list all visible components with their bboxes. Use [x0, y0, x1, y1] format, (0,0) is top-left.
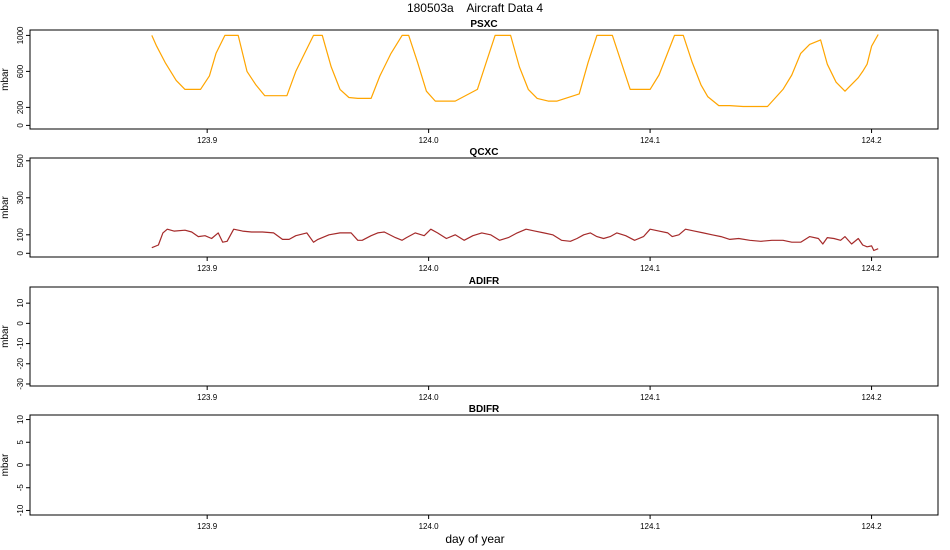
psxc-xtick-label: 124.2 [862, 136, 883, 145]
bdifr-ytick-label: 10 [16, 415, 25, 424]
bdifr-ytick-label: 0 [16, 462, 25, 467]
bdifr-ylabel: mbar [0, 453, 11, 476]
bdifr-xtick-label: 124.0 [419, 522, 440, 531]
adifr-ytick-label: -10 [16, 337, 25, 349]
psxc-ylabel: mbar [0, 67, 11, 90]
psxc-ytick-label: 600 [16, 64, 25, 78]
psxc-xtick-label: 123.9 [197, 136, 218, 145]
qcxc-xtick-label: 124.0 [419, 264, 440, 273]
bdifr-ytick-label: -10 [16, 504, 25, 516]
adifr-xtick-label: 124.2 [862, 393, 883, 402]
panel-psxc: PSXC mbar 123.9 124.0 124.1 124.2 0 200 600 1000 [0, 19, 939, 145]
qcxc-ylabel: mbar [0, 195, 11, 218]
qcxc-series-line [151, 228, 879, 252]
adifr-xtick-label: 124.0 [419, 393, 440, 402]
adifr-ylabel: mbar [0, 324, 11, 347]
adifr-xtick-label: 123.9 [197, 393, 218, 402]
panel-adifr: ADIFR mbar 123.9 124.0 124.1 124.2 -30 -20 -10 0 1… [0, 276, 939, 402]
bdifr-ytick-label: -5 [16, 484, 25, 492]
bdifr-xtick-label: 124.1 [640, 522, 661, 531]
qcxc-ytick-label: 300 [16, 191, 25, 205]
panel-qcxc: QCXC mbar 123.9 124.0 124.1 124.2 0 100 300 500 [0, 147, 939, 273]
qcxc-xtick-label: 124.2 [862, 264, 883, 273]
bdifr-frame [29, 414, 939, 516]
adifr-title: ADIFR [469, 276, 500, 287]
psxc-ytick-label: 0 [16, 123, 25, 128]
qcxc-xtick-label: 124.1 [640, 264, 661, 273]
adifr-ytick-label: 0 [16, 321, 25, 326]
figure-xlabel: day of year [445, 532, 504, 546]
adifr-ytick-label: -20 [16, 357, 25, 369]
qcxc-ytick-label: 100 [16, 228, 25, 242]
bdifr-xtick-label: 123.9 [197, 522, 218, 531]
psxc-xtick-label: 124.0 [419, 136, 440, 145]
psxc-ytick-label: 200 [16, 100, 25, 114]
bdifr-title: BDIFR [469, 404, 500, 415]
adifr-frame [29, 286, 939, 387]
adifr-ytick-label: -30 [16, 378, 25, 390]
psxc-ytick-label: 1000 [16, 26, 25, 44]
psxc-series-line [151, 34, 879, 108]
qcxc-frame [29, 157, 939, 258]
qcxc-title: QCXC [470, 147, 499, 158]
psxc-title: PSXC [470, 19, 497, 30]
adifr-ytick-label: 10 [16, 298, 25, 307]
qcxc-xtick-label: 123.9 [197, 264, 218, 273]
psxc-xtick-label: 124.1 [640, 136, 661, 145]
qcxc-ytick-label: 0 [16, 251, 25, 256]
figure-title: 180503a Aircraft Data 4 [407, 1, 543, 15]
bdifr-ytick-label: 5 [16, 439, 25, 444]
bdifr-xtick-label: 124.2 [862, 522, 883, 531]
adifr-xtick-label: 124.1 [640, 393, 661, 402]
psxc-frame [29, 29, 939, 130]
qcxc-ytick-label: 500 [16, 154, 25, 168]
panel-bdifr: BDIFR mbar 123.9 124.0 124.1 124.2 -10 -5 0 5 10 [0, 404, 939, 531]
